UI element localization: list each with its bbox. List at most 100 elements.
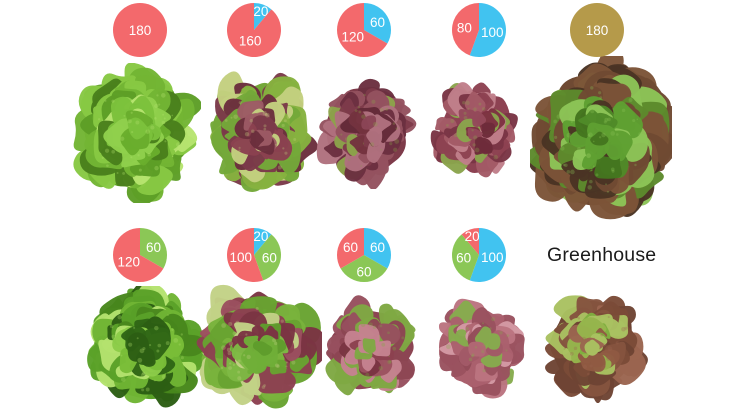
lettuce-highlight xyxy=(394,139,400,144)
lettuce-highlight xyxy=(286,114,291,119)
lettuce-highlight xyxy=(601,132,606,138)
pie-slice-value: 60 xyxy=(370,240,385,255)
lettuce-highlight xyxy=(284,151,288,155)
lettuce-leaf xyxy=(349,135,365,152)
lettuce-highlight xyxy=(272,338,277,343)
lettuce-highlight xyxy=(277,165,282,170)
pie-slice-red xyxy=(337,228,364,269)
lettuce-highlight xyxy=(220,366,224,370)
lettuce-highlight xyxy=(590,86,594,90)
lettuce-highlight xyxy=(582,364,588,369)
lettuce-highlight xyxy=(366,347,370,351)
pie-slice-value: 60 xyxy=(456,251,471,266)
lettuce-highlight xyxy=(621,326,626,332)
lettuce-highlight xyxy=(261,385,266,389)
lettuce-highlight xyxy=(297,338,299,340)
lettuce-highlight xyxy=(560,146,565,151)
lettuce-row2-col3-photo xyxy=(325,295,416,396)
lettuce-highlight xyxy=(158,103,161,106)
lettuce-highlight xyxy=(280,319,284,323)
lettuce-highlight xyxy=(238,101,242,105)
lettuce-highlight xyxy=(628,98,633,102)
lettuce-leaf xyxy=(362,338,376,354)
lettuce-highlight xyxy=(577,146,581,151)
lettuce-highlight xyxy=(285,365,288,368)
lettuce-highlight xyxy=(156,94,159,97)
lettuce-highlight xyxy=(569,351,574,356)
lettuce-row1-col3-photo xyxy=(316,78,417,189)
lettuce-highlight xyxy=(237,370,241,374)
lettuce-leaf xyxy=(481,122,496,138)
lettuce-leaf xyxy=(377,323,401,345)
lettuce-leaf xyxy=(252,115,272,134)
lettuce-highlight xyxy=(606,190,610,193)
lettuce-highlight xyxy=(116,172,119,175)
lettuce-highlight xyxy=(607,117,611,122)
lettuce-highlight xyxy=(285,361,288,364)
lettuce-highlight xyxy=(481,107,486,111)
pie-slice-value: 20 xyxy=(465,229,480,244)
lettuce-highlight xyxy=(107,354,111,358)
lettuce-highlight xyxy=(135,120,140,125)
lettuce-highlight xyxy=(154,165,159,171)
lettuce-highlight xyxy=(138,168,142,172)
lettuce-highlight xyxy=(361,114,366,119)
lettuce-highlight xyxy=(262,111,267,116)
lettuce-highlight xyxy=(365,373,370,378)
lettuce-highlight xyxy=(471,353,475,357)
lettuce-highlight xyxy=(600,109,604,114)
lettuce-highlight xyxy=(491,317,496,322)
lettuce-highlight xyxy=(505,349,508,352)
pie-slice-red xyxy=(227,228,264,282)
lettuce-highlight xyxy=(233,114,238,119)
lettuce-highlight xyxy=(446,344,451,350)
lettuce-highlight xyxy=(562,163,566,167)
lettuce-highlight xyxy=(282,100,285,103)
lettuce-highlight xyxy=(274,143,277,146)
pie-slice-blue xyxy=(254,3,272,30)
lettuce-highlight xyxy=(245,333,248,336)
lettuce-highlight xyxy=(485,341,491,347)
pie-chart-r1c3: 60 120 xyxy=(337,3,391,57)
lettuce-highlight xyxy=(274,363,279,368)
lettuce-highlight xyxy=(140,372,146,378)
lettuce-highlight xyxy=(122,171,126,175)
lettuce-highlight xyxy=(600,366,605,370)
lettuce-highlight xyxy=(496,335,499,339)
lettuce-highlight xyxy=(586,153,592,159)
lettuce-highlight xyxy=(387,331,390,335)
lettuce-highlight xyxy=(602,364,606,369)
lettuce-highlight xyxy=(587,185,592,190)
lettuce-highlight xyxy=(149,344,152,347)
pie-slice-value: 160 xyxy=(239,34,262,49)
lettuce-highlight xyxy=(450,118,455,124)
lettuce-leaf xyxy=(590,131,609,146)
lettuce-highlight xyxy=(568,335,572,339)
pie-slice-value: 60 xyxy=(356,265,371,280)
lettuce-highlight xyxy=(120,354,123,357)
lettuce-highlight xyxy=(123,114,126,117)
pie-slice-value: 100 xyxy=(481,250,504,265)
pie-slice-value: 60 xyxy=(370,15,385,30)
lettuce-highlight xyxy=(282,147,285,150)
lettuce-highlight xyxy=(621,108,626,113)
lettuce-highlight xyxy=(154,103,159,109)
lettuce-highlight xyxy=(104,99,107,102)
lettuce-highlight xyxy=(178,343,181,346)
lettuce-leaf xyxy=(127,117,148,140)
lettuce-highlight xyxy=(372,325,377,329)
lettuce-highlight xyxy=(154,379,156,382)
lettuce-highlight xyxy=(161,374,167,380)
lettuce-highlight xyxy=(237,376,242,381)
pie-chart-r2c3: 60 60 60 xyxy=(337,228,391,282)
lettuce-highlight xyxy=(243,354,246,357)
lettuce-highlight xyxy=(573,327,577,331)
lettuce-highlight xyxy=(592,165,595,168)
pie-slice-red xyxy=(113,3,167,57)
lettuce-leaf xyxy=(576,317,607,344)
lettuce-highlight xyxy=(392,122,396,125)
lettuce-highlight xyxy=(264,113,268,116)
pie-chart-r1c4: 100 80 xyxy=(452,3,506,58)
lettuce-highlight xyxy=(130,111,133,114)
